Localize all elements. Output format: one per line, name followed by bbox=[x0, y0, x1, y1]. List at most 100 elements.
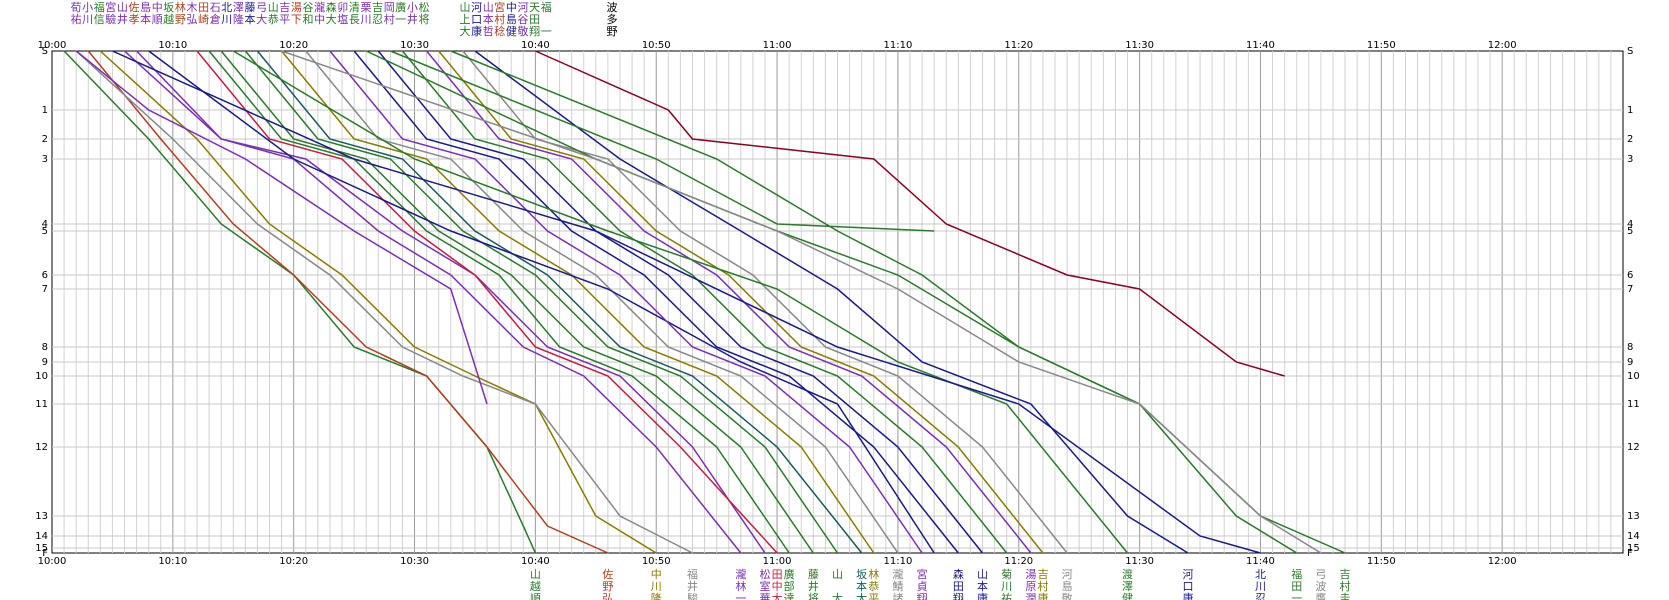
finish-runner-name: 山 bbox=[530, 568, 541, 581]
header-runner-name: 塩 bbox=[337, 12, 348, 26]
finish-runner-name: 波 bbox=[1315, 580, 1326, 593]
header-runner-name: 村 bbox=[384, 12, 395, 26]
header-runner-name: 木 bbox=[187, 1, 198, 14]
finish-runner-name: 潤 bbox=[1025, 592, 1036, 600]
y-tick-label-left: 2 bbox=[42, 134, 48, 145]
finish-runner-name: 康 bbox=[1182, 591, 1193, 600]
header-runner-name: 谷 bbox=[303, 1, 314, 14]
y-tick-label-left: 15 bbox=[35, 543, 48, 554]
header-runner-name: 吉 bbox=[372, 1, 383, 14]
finish-runner-name: 川 bbox=[1255, 580, 1266, 593]
header-runner-name: 稔 bbox=[494, 24, 505, 38]
finish-runner-name: 佐 bbox=[602, 567, 613, 581]
header-runner-name: 中 bbox=[152, 1, 163, 14]
finish-runner-name: 渡 bbox=[1122, 567, 1133, 581]
header-runner-name: 廣 bbox=[395, 0, 406, 14]
series-line bbox=[438, 50, 1044, 554]
header-runner-name: 川 bbox=[361, 13, 372, 26]
y-tick-label-left: 9 bbox=[42, 357, 48, 368]
finish-runner-name: 山 bbox=[832, 568, 843, 581]
header-runner-name: 小 bbox=[407, 1, 418, 14]
header-runner-name: 島 bbox=[506, 12, 517, 26]
finish-runner-name: 井 bbox=[808, 579, 819, 593]
finish-runner-name: 湯 bbox=[1025, 568, 1036, 581]
series-line bbox=[63, 50, 537, 554]
finish-runner-name: 一 bbox=[735, 592, 746, 600]
y-tick-label-right: 9 bbox=[1627, 357, 1633, 368]
series-line bbox=[462, 50, 1068, 554]
header-runner-name: 森 bbox=[326, 0, 337, 14]
header-runner-name: 湯 bbox=[291, 1, 302, 14]
x-tick-label-bottom: 10:20 bbox=[279, 556, 308, 567]
x-tick-label-top: 12:00 bbox=[1488, 40, 1517, 51]
header-runner-name: 石 bbox=[210, 1, 221, 14]
header-runner-name: 坂 bbox=[163, 1, 174, 14]
y-tick-label-left: 1 bbox=[42, 105, 48, 116]
y-tick-label-left: 6 bbox=[42, 270, 48, 281]
y-tick-label-right: 4 bbox=[1627, 219, 1633, 230]
finish-runner-name: 村 bbox=[1340, 579, 1351, 593]
y-tick-label-right: F bbox=[1627, 548, 1633, 559]
header-runner-name: 河 bbox=[518, 1, 529, 14]
y-tick-label-right: 11 bbox=[1627, 399, 1640, 410]
series-line bbox=[329, 50, 923, 554]
finish-runner-name: 原 bbox=[1025, 580, 1036, 593]
x-tick-label-top: 11:30 bbox=[1125, 40, 1154, 51]
header-runner-name: 信 bbox=[94, 13, 105, 26]
y-tick-label-left: F bbox=[42, 548, 48, 559]
runner-header-list: 荀祐小川福信宮驗山井佐孝島本中順坂越林野木弘田崎石倉北川澤隆藤本弓大山恭吉平湯下… bbox=[71, 0, 618, 38]
finish-runner-name: 福 bbox=[1291, 567, 1302, 581]
header-runner-name: 吉 bbox=[279, 1, 290, 14]
header-runner-name: 栗 bbox=[361, 1, 372, 14]
header-runner-name: 一 bbox=[395, 13, 406, 26]
finish-runner-name: 大 bbox=[856, 591, 867, 600]
y-tick-label-left: 10 bbox=[35, 371, 48, 382]
x-tick-label-bottom: 11:00 bbox=[763, 556, 792, 567]
y-tick-label-right: 15 bbox=[1627, 543, 1640, 554]
x-tick-label-bottom: 10:50 bbox=[642, 556, 671, 567]
x-tick-label-bottom: 11:40 bbox=[1246, 556, 1275, 567]
header-runner-name: 多 bbox=[607, 12, 618, 26]
finish-runner-name: 康 bbox=[1037, 591, 1048, 600]
header-runner-name: 瀧 bbox=[314, 1, 325, 14]
header-runner-name: 田 bbox=[198, 1, 209, 14]
finish-runner-name: 祐 bbox=[1001, 592, 1012, 600]
finish-runner-name: 圭 bbox=[1340, 592, 1351, 600]
header-runner-name: 本 bbox=[140, 12, 151, 26]
finish-runner-name: 部 bbox=[784, 579, 795, 593]
finish-runner-name: 森 bbox=[953, 567, 964, 581]
y-tick-label-right: 12 bbox=[1627, 442, 1640, 453]
y-tick-label-left: 4 bbox=[42, 219, 48, 230]
finish-runner-name: 島 bbox=[1062, 579, 1073, 593]
x-tick-label-bottom: 11:30 bbox=[1125, 556, 1154, 567]
header-runner-name: 小 bbox=[82, 1, 93, 14]
series-line bbox=[87, 50, 609, 554]
header-runner-name: 林 bbox=[175, 0, 186, 14]
header-runner-name: 中 bbox=[506, 1, 517, 14]
finish-runner-name: 松 bbox=[759, 567, 770, 581]
series-line bbox=[220, 50, 814, 554]
x-tick-label-bottom: 10:40 bbox=[521, 556, 550, 567]
header-runner-name: 岡 bbox=[384, 1, 395, 14]
finish-runner-name: 田 bbox=[1291, 580, 1302, 593]
header-runner-name: 山 bbox=[460, 1, 471, 14]
finish-runner-name: 忍 bbox=[1255, 592, 1266, 600]
finish-runner-name: 本 bbox=[856, 579, 867, 593]
finish-runner-name: 藤 bbox=[808, 568, 819, 581]
y-tick-label-left: S bbox=[42, 46, 48, 57]
header-runner-name: 平 bbox=[279, 13, 290, 26]
finish-runner-name: 福 bbox=[687, 567, 698, 581]
finish-runner-name: 山 bbox=[977, 568, 988, 581]
finish-runner-name: 隆 bbox=[651, 591, 662, 600]
x-tick-label-top: 10:00 bbox=[38, 40, 67, 51]
finish-runner-name: 井 bbox=[687, 579, 698, 593]
y-tick-label-left: 7 bbox=[42, 284, 48, 295]
y-tick-label-right: 13 bbox=[1627, 511, 1640, 522]
header-runner-name: 福 bbox=[541, 0, 552, 14]
y-tick-label-left: 5 bbox=[42, 226, 48, 237]
header-runner-name: 河 bbox=[471, 1, 482, 14]
series-line bbox=[208, 50, 790, 554]
series-line bbox=[401, 50, 1008, 554]
finish-runner-name: 口 bbox=[1182, 580, 1193, 593]
y-tick-label-left: 13 bbox=[35, 511, 48, 522]
